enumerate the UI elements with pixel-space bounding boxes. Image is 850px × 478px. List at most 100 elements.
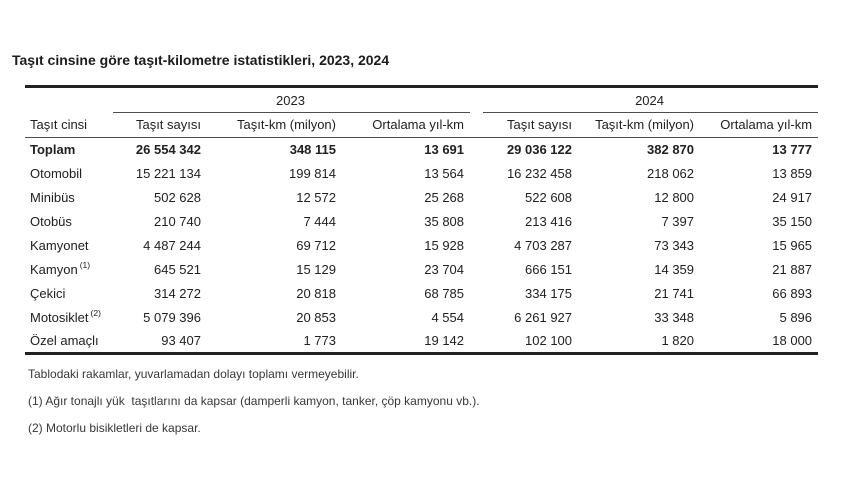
footnote-1: (1) Ağır tonajlı yük taşıtlarını da kaps… [28, 394, 480, 408]
year-group-2024: 2024 [483, 86, 819, 113]
table-row: Kamyonet 4 487 244 69 712 15 928 4 703 2… [25, 234, 818, 258]
cell-value: 4 554 [431, 309, 465, 325]
cell-value: 1 773 [303, 332, 336, 348]
footnote-ref [72, 212, 74, 222]
cell-value: 16 232 458 [506, 165, 573, 181]
cell-value: 314 272 [154, 285, 201, 301]
cell-value: 6 261 927 [514, 309, 573, 325]
cell-value: 7 444 [303, 213, 336, 229]
table-row: Motosiklet (2) 5 079 396 20 853 4 554 6 2… [25, 306, 818, 330]
column-header-row: Taşıt cinsi Taşıt sayısı Taşıt-km (milyo… [25, 112, 819, 138]
cell-value: 15 129 [296, 261, 336, 277]
column-header-vehicle-type: Taşıt cinsi [25, 112, 113, 138]
column-header-2024-avg-yearly-km: Ortalama yıl-km [700, 112, 819, 138]
footnote-ref [75, 188, 77, 198]
cell-value: 20 853 [296, 309, 336, 325]
cell-value: 382 870 [647, 141, 695, 157]
row-label: Kamyonet [30, 236, 91, 253]
row-label: Otomobil [30, 164, 84, 181]
cell-value: 13 859 [772, 165, 813, 181]
table-row: Özel amaçlı 93 407 1 773 19 142 102 100 … [25, 330, 818, 354]
cell-value: 93 407 [161, 332, 201, 348]
group-gap-spacer [470, 258, 483, 282]
cell-value: 1 820 [661, 332, 695, 348]
cell-value: 26 554 342 [135, 141, 201, 157]
footnote-ref: (1) [79, 260, 91, 271]
group-gap-spacer [470, 282, 483, 306]
year-group-2023: 2023 [113, 86, 471, 113]
row-label: Çekici [30, 284, 67, 301]
cell-value: 199 814 [289, 165, 336, 181]
cell-value: 666 151 [525, 261, 573, 277]
cell-value: 4 703 287 [514, 237, 573, 253]
cell-value: 15 928 [424, 237, 465, 253]
cell-value: 35 808 [424, 213, 465, 229]
cell-value: 73 343 [654, 237, 695, 253]
cell-value: 4 487 244 [143, 237, 201, 253]
table-row: Otobüs 210 740 7 444 35 808 213 416 7 39… [25, 210, 818, 234]
group-gap-spacer [470, 330, 483, 354]
corner-spacer-cell [25, 87, 113, 113]
cell-value: 522 608 [525, 189, 573, 205]
table-row: Çekici 314 272 20 818 68 785 334 175 21 … [25, 282, 818, 306]
cell-value: 19 142 [424, 332, 465, 348]
footnote-ref [89, 236, 91, 246]
cell-value: 210 740 [154, 213, 201, 229]
group-gap-spacer [470, 87, 483, 113]
cell-value: 20 818 [296, 285, 336, 301]
group-gap-spacer [470, 210, 483, 234]
cell-value: 69 712 [296, 237, 336, 253]
cell-value: 213 416 [525, 213, 573, 229]
footnotes-section: Tablodaki rakamlar, yuvarlamadan dolayı … [28, 367, 850, 435]
table-row-total: Toplam 26 554 342 348 115 13 691 29 036 … [25, 138, 818, 162]
column-header-2023-vehicle-count: Taşıt sayısı [113, 112, 207, 138]
table-row: Minibüs 502 628 12 572 25 268 522 608 12… [25, 186, 818, 210]
column-header-2023-vehicle-km: Taşıt-km (milyon) [207, 112, 342, 138]
cell-value: 334 175 [525, 285, 573, 301]
group-gap-spacer [470, 138, 483, 162]
column-header-2024-vehicle-km: Taşıt-km (milyon) [578, 112, 701, 138]
cell-value: 15 221 134 [135, 165, 201, 181]
column-header-2023-avg-yearly-km: Ortalama yıl-km [342, 112, 471, 138]
group-gap-spacer [470, 162, 483, 186]
vehicle-km-statistics-table: 2023 2024 Taşıt cinsi Taşıt sayısı Taşıt… [25, 85, 819, 355]
cell-value: 29 036 122 [506, 141, 573, 157]
cell-value: 12 800 [654, 189, 695, 205]
footnote-ref: (2) [90, 308, 101, 319]
cell-value: 68 785 [424, 285, 465, 301]
footnote-ref [99, 331, 101, 341]
footnote-ref [75, 140, 77, 150]
cell-value: 13 564 [424, 165, 465, 181]
cell-value: 13 691 [424, 141, 465, 157]
cell-value: 14 359 [654, 261, 695, 277]
footnote-ref [65, 284, 67, 294]
row-label: Toplam [30, 140, 77, 157]
column-header-2024-vehicle-count: Taşıt sayısı [483, 112, 579, 138]
row-label: Motosiklet (2) [30, 308, 101, 325]
cell-value: 66 893 [772, 285, 813, 301]
cell-value: 7 397 [661, 213, 695, 229]
cell-value: 5 896 [779, 309, 813, 325]
row-label: Kamyon (1) [30, 260, 91, 277]
footnote-rounding: Tablodaki rakamlar, yuvarlamadan dolayı … [28, 367, 359, 381]
group-gap-spacer [470, 234, 483, 258]
group-gap-spacer [470, 112, 484, 138]
cell-value: 102 100 [525, 332, 573, 348]
cell-value: 645 521 [154, 261, 201, 277]
footnote-ref [82, 164, 84, 174]
group-gap-spacer [470, 186, 483, 210]
cell-value: 21 741 [654, 285, 695, 301]
cell-value: 5 079 396 [143, 309, 201, 325]
page-title: Taşıt cinsine göre taşıt-kilometre istat… [12, 52, 390, 68]
table-row: Otomobil 15 221 134 199 814 13 564 16 23… [25, 162, 818, 186]
group-gap-spacer [470, 306, 483, 330]
cell-value: 13 777 [772, 141, 813, 157]
cell-value: 24 917 [772, 189, 813, 205]
table-row: Kamyon (1) 645 521 15 129 23 704 666 151 … [25, 258, 818, 282]
cell-value: 35 150 [772, 213, 813, 229]
cell-value: 15 965 [772, 237, 813, 253]
cell-value: 23 704 [424, 261, 465, 277]
cell-value: 12 572 [296, 189, 336, 205]
cell-value: 348 115 [289, 141, 336, 157]
